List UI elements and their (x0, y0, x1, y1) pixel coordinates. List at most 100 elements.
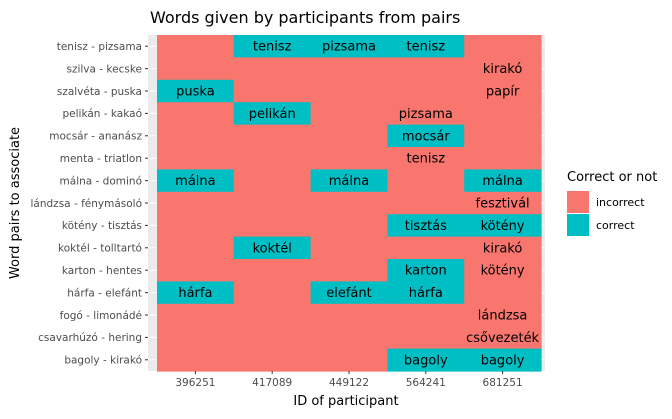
heatmap-cell (233, 102, 312, 126)
heatmap-cell (233, 326, 312, 350)
heatmap-cell (464, 169, 542, 193)
heatmap-cell (464, 191, 542, 215)
heatmap-cell (464, 79, 542, 103)
heatmap-cell (157, 57, 235, 81)
heatmap-cell (233, 281, 312, 305)
heatmap-cell (310, 236, 388, 260)
cell-label: kötény (481, 264, 525, 279)
cell-label: csővezeték (466, 331, 539, 346)
y-tick-label: bagoly - kirakó (64, 355, 142, 367)
heatmap-cell (310, 102, 388, 126)
heatmap-cell (387, 169, 465, 193)
y-axis-ticks: tenisz - pizsama szilva - kecske szalvéta … (31, 41, 148, 367)
heatmap-cell (310, 326, 388, 350)
heatmap-cell (464, 281, 542, 305)
heatmap-cell (157, 236, 235, 260)
y-tick-label: fogó - limonádé (60, 310, 142, 322)
cell-label: mocsár (402, 129, 451, 144)
heatmap-cell (233, 214, 312, 238)
cell-label: kirakó (483, 241, 523, 256)
heatmap-cell (233, 259, 312, 282)
cell-label: tenisz (253, 40, 292, 55)
heatmap-cell (233, 169, 312, 193)
cell-label: tisztás (405, 219, 447, 234)
cell-label: málna (482, 174, 522, 189)
heatmap-cell (157, 147, 235, 170)
y-tick-label: málna - dominó (60, 175, 142, 187)
heatmap-cell (464, 57, 542, 81)
cell-label: málna (329, 174, 369, 189)
heatmap-cell (233, 191, 312, 215)
cell-label: pelikán (249, 107, 296, 122)
heatmap-cell (387, 57, 465, 81)
heatmap-cell (387, 214, 465, 238)
legend: Correct or not incorrect correct (567, 170, 657, 236)
heatmap-cell (387, 236, 465, 260)
heatmap-cell (310, 214, 388, 238)
heatmap-cell (387, 281, 465, 305)
y-tick-label: csavarhúzó - hering (38, 332, 142, 344)
heatmap-cell (387, 124, 465, 148)
heatmap-cell (157, 348, 235, 372)
heatmap-cell (387, 259, 465, 282)
heatmap-cell (310, 169, 388, 193)
heatmap-cell (233, 147, 312, 170)
x-tick-label: 396251 (175, 377, 215, 389)
heatmap-cell (387, 303, 465, 327)
heatmap-cell (310, 35, 388, 58)
heatmap-cell (464, 303, 542, 327)
heatmap-cell (387, 191, 465, 215)
legend-label-incorrect: incorrect (596, 196, 645, 209)
x-tick-label: 564241 (406, 377, 446, 389)
legend-key-incorrect (567, 191, 589, 213)
heatmap-cell (157, 35, 235, 58)
y-tick-label: hárfa - elefánt (67, 287, 142, 299)
heatmap-cell (387, 348, 465, 372)
heatmap-cell (233, 303, 312, 327)
heatmap-cell (233, 236, 312, 260)
heatmap-cell (464, 259, 542, 282)
heatmap-cell (387, 79, 465, 103)
cell-label: bagoly (481, 353, 525, 368)
x-tick-label: 417089 (252, 377, 292, 389)
heatmap-cell (157, 102, 235, 126)
heatmap-cell (464, 102, 542, 126)
heatmap-cell (157, 124, 235, 148)
cell-label: puska (176, 85, 215, 100)
cell-label: tenisz (407, 40, 446, 55)
heatmap-cell (233, 57, 312, 81)
x-tick-label: 681251 (483, 377, 523, 389)
x-axis-ticks: 396251 417089 449122 564241 681251 (175, 371, 523, 389)
heatmap-cell (464, 35, 542, 58)
cell-label: bagoly (404, 353, 448, 368)
cell-labels: tenisz pizsama tenisz kirakó puska papír pelik… (175, 40, 539, 369)
cell-label: tenisz (407, 152, 446, 167)
cell-label: kirakó (483, 62, 523, 77)
y-tick-label: szilva - kecske (66, 63, 142, 75)
cell-label: koktél (253, 241, 292, 256)
y-tick-label: pelikán - kakaó (63, 108, 143, 120)
y-tick-label: kötény - tisztás (62, 220, 142, 232)
heatmap-cell (233, 79, 312, 103)
cell-label: pizsama (322, 40, 376, 55)
cell-label: karton (405, 264, 447, 279)
legend-key-correct (567, 214, 589, 236)
heatmap-cell (233, 35, 312, 58)
heatmap-cell (387, 102, 465, 126)
cell-label: kötény (481, 219, 525, 234)
heatmap-cell (310, 124, 388, 148)
legend-title: Correct or not (567, 170, 657, 185)
heatmap-cell (157, 303, 235, 327)
y-tick-label: karton - hentes (62, 265, 142, 277)
heatmap-cell (157, 281, 235, 305)
heatmap-cell (310, 147, 388, 170)
x-axis-title: ID of participant (293, 394, 398, 409)
heatmap-cell (387, 147, 465, 170)
y-tick-label: tenisz - pizsama (57, 41, 142, 53)
cell-label: elefánt (326, 286, 372, 301)
cell-label: málna (175, 174, 215, 189)
heatmap-cell (464, 236, 542, 260)
heatmap-cell (310, 259, 388, 282)
